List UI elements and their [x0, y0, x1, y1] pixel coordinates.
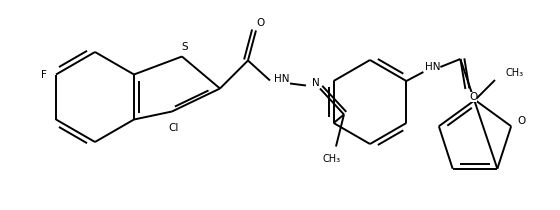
Text: O: O — [257, 18, 265, 29]
Text: F: F — [41, 70, 47, 80]
Text: CH₃: CH₃ — [323, 154, 341, 164]
Text: O: O — [469, 92, 478, 102]
Text: S: S — [181, 42, 188, 51]
Text: CH₃: CH₃ — [505, 68, 523, 78]
Text: HN: HN — [424, 62, 440, 72]
Text: O: O — [517, 116, 525, 126]
Text: HN: HN — [274, 75, 290, 84]
Text: Cl: Cl — [169, 122, 179, 133]
Text: N: N — [312, 77, 320, 88]
